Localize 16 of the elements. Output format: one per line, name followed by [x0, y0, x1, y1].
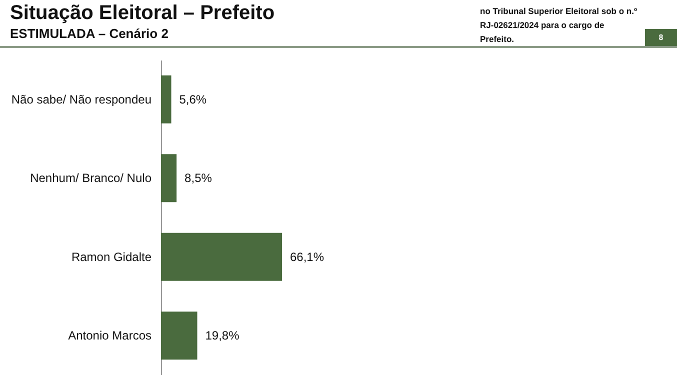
data-label: 8,5%	[184, 171, 212, 186]
data-label: 66,1%	[290, 250, 324, 264]
bar	[161, 312, 198, 360]
data-label: 5,6%	[179, 92, 207, 106]
y-tick-label: Não sabe/ Não respondeu	[11, 92, 152, 106]
y-tick-label: Antonio Marcos	[68, 328, 152, 343]
bar	[161, 154, 177, 202]
y-tick-label: Ramon Gidalte	[71, 250, 152, 264]
chart-subtitle: ESTIMULADA – Cenário 2	[10, 26, 168, 41]
bar	[161, 232, 282, 281]
chart-title: Situação Eleitoral – Prefeito	[10, 2, 275, 24]
text: 8	[645, 29, 677, 46]
text: no Tribunal Superior Eleitoral sob o n.º RJ-02621/2024 para o cargo de Prefeito.	[480, 5, 638, 46]
y-tick-label: Nenhum/ Branco/ Nulo	[30, 171, 152, 186]
bar	[161, 75, 172, 124]
data-label: 19,8%	[205, 328, 240, 343]
